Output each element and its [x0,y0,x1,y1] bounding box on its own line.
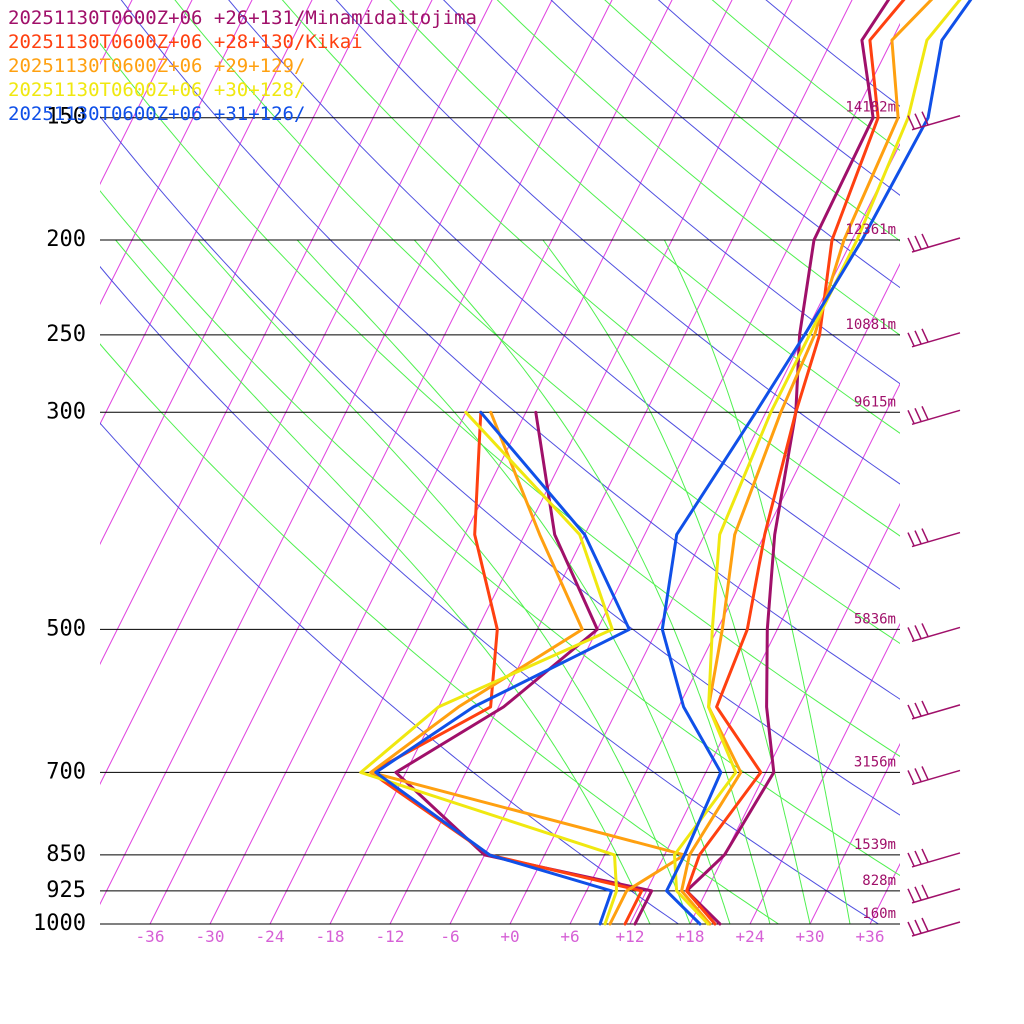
isotherm-line [629,382,900,924]
height-label: 828m [862,873,896,889]
temperature-tick-label: -30 [196,927,225,946]
pressure-tick-label: 850 [46,842,86,867]
temperature-tick-label: +30 [796,927,825,946]
legend-entry: 20251130T0600Z+06 +28+130/Kikai [8,31,363,53]
pressure-tick-label: 200 [46,227,86,252]
temperature-tick-label: +24 [736,927,765,946]
legend-entry: 20251130T0600Z+06 +30+128/ [8,79,305,101]
isotherm-line [100,0,313,426]
wind-barb [907,917,961,937]
height-label: 3156m [854,754,896,770]
dry-adiabat-line [604,0,900,242]
temperature-tick-label: +12 [616,927,645,946]
legend: 20251130T0600Z+06 +26+131/Minamidaitojim… [8,7,477,125]
temperature-tick-label: +18 [676,927,705,946]
moist-adiabat-line [296,239,731,924]
temperature-tick-label: -36 [136,927,165,946]
isotherm-line [569,262,900,924]
isotherm-line [869,862,900,924]
isotherm-line [100,0,193,186]
dry-adiabat-line [100,422,679,924]
isotherm-line [749,622,900,924]
wind-barb [907,766,961,786]
isotherm-line [990,0,1024,924]
temperature-tick-label: +0 [500,927,519,946]
temperature-tick-label: -18 [316,927,345,946]
isotherm-line [930,0,1024,924]
pressure-tick-label: 150 [46,105,86,130]
temperature-tick-label: -24 [256,927,285,946]
height-label: 5836m [854,611,896,627]
series-2-temperature-line [685,0,906,926]
wind-barb [907,528,961,548]
wind-barb [907,884,961,904]
dry-adiabat-line [765,0,900,107]
dry-adiabat-line [657,0,900,196]
series-5-dewpoint-line [374,410,631,926]
moist-adiabat-line [542,239,811,924]
wind-barb [907,623,961,643]
height-label: 160m [862,906,896,922]
isotherm-line [269,0,733,924]
height-label: 10881m [845,317,896,333]
temperature-tick-label: -6 [440,927,459,946]
isotherm-line [0,0,54,924]
legend-entry: 20251130T0600Z+06 +29+129/ [8,55,305,77]
moist-adiabat-line [413,239,771,924]
moist-adiabat-line [115,239,651,924]
wind-barb [907,405,961,426]
pressure-tick-label: 250 [46,322,86,347]
sounding-lines [359,0,973,926]
pressure-tick-label: 925 [46,878,86,903]
axis-labels: 100150200250300500700850925100016583m141… [33,100,896,946]
temperature-tick-label: +36 [856,927,885,946]
dry-adiabat-line [100,265,879,924]
isotherm-line [209,0,673,924]
legend-entry: 20251130T0600Z+06 +26+131/Minamidaitojim… [8,7,477,29]
series-4-dewpoint-line [359,410,619,926]
series-1-temperature-line [685,0,891,926]
height-label: 14182m [845,100,896,116]
pressure-tick-label: 500 [46,616,86,641]
legend-entry: 20251130T0600Z+06 +31+126/ [8,103,305,125]
moist-adiabat-line [663,239,851,924]
pressure-tick-label: 300 [46,399,86,424]
isotherm-line [100,0,433,666]
pressure-tick-label: 700 [46,759,86,784]
isotherm-line [0,0,174,924]
temperature-tick-label: -12 [376,927,405,946]
isotherm-line [0,0,114,924]
wind-barb [907,328,961,348]
isotherm-line [449,22,900,924]
dry-adiabat-line [335,0,900,485]
height-label: 12361m [845,222,896,238]
series-3-dewpoint-line [369,410,686,926]
wind-barb [907,233,961,253]
wind-barb [907,111,961,131]
height-label: 9615m [854,394,896,410]
series-3-temperature-line [680,0,934,926]
temperature-tick-label: +6 [560,927,579,946]
isotherm-line [0,0,294,924]
isotherm-line [100,0,373,546]
dry-adiabat-line [550,0,900,289]
height-label: 1539m [854,837,896,853]
series-1-dewpoint-line [394,410,654,926]
isotherm-line [689,502,900,924]
isotherm-line [100,0,493,786]
pressure-tick-label: 1000 [33,911,86,936]
series-4-temperature-line [673,0,962,926]
wind-barb [907,848,961,868]
wind-barbs [907,111,961,937]
series-5-temperature-line [660,0,973,926]
wind-barb [907,700,961,720]
moist-adiabat-line [197,239,691,924]
isobars [100,117,900,925]
